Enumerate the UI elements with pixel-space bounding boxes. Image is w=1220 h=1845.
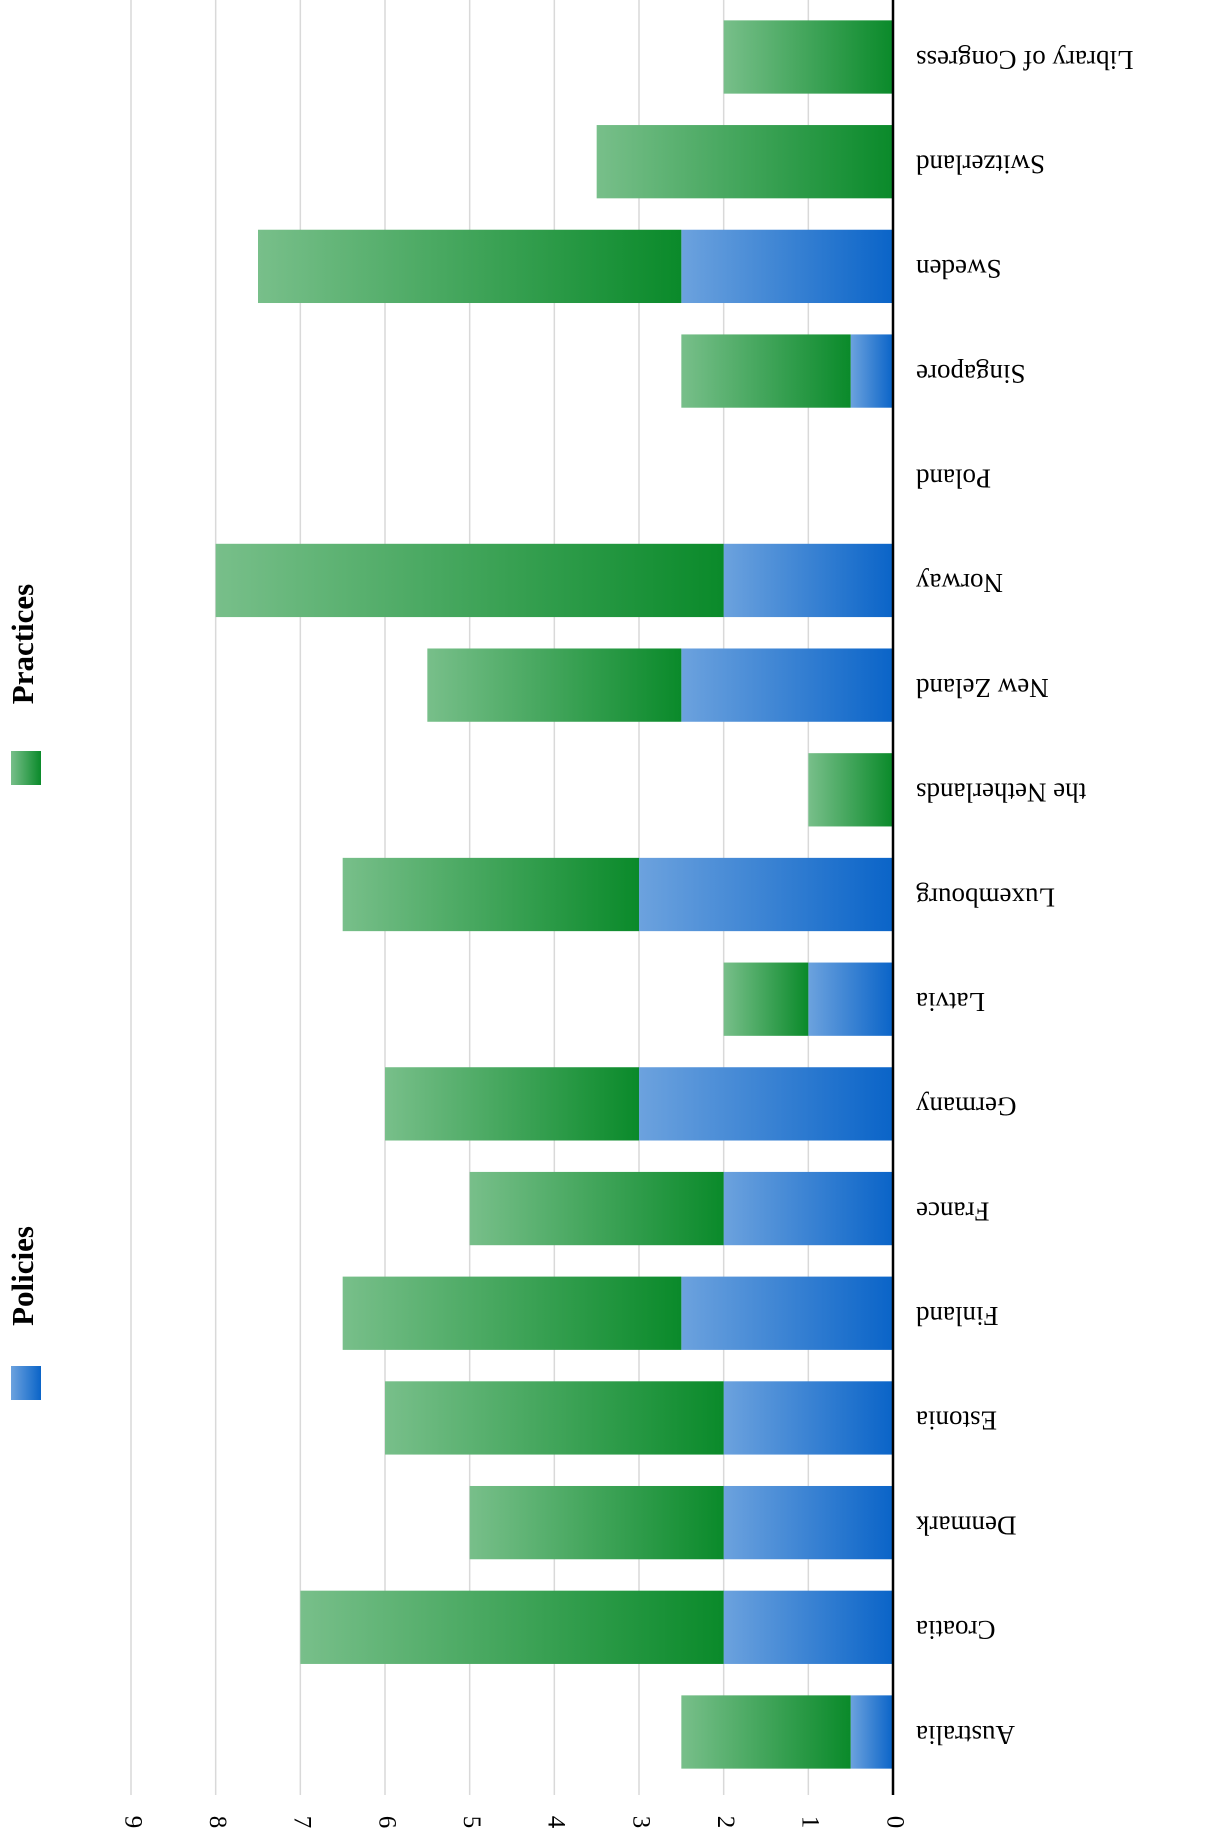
bar-segment — [723, 1381, 893, 1455]
bar-segment — [681, 229, 893, 304]
x-tick-label: Germany — [916, 1092, 1017, 1122]
legend-swatch — [11, 1366, 41, 1400]
bar-segment — [681, 648, 893, 722]
bar-segment — [639, 857, 893, 932]
legend-label: Policies — [5, 1226, 40, 1326]
legend-swatch — [11, 751, 41, 785]
bar-segment — [342, 857, 639, 932]
y-tick-label: 2 — [712, 1816, 739, 1829]
bar-segment — [723, 543, 893, 618]
bar-segment — [427, 648, 682, 722]
x-tick-label: Latvia — [916, 987, 985, 1017]
x-tick-label: Estonia — [916, 1406, 997, 1436]
x-tick-label: Sweden — [916, 254, 1002, 284]
bar-segment — [723, 20, 893, 94]
y-tick-label: 3 — [627, 1816, 654, 1829]
bar-segment — [723, 1485, 893, 1560]
bar-segment — [469, 1485, 724, 1560]
legend-label: Practices — [5, 584, 40, 704]
bar-segment — [723, 1171, 893, 1246]
x-tick-label: Australia — [916, 1720, 1015, 1750]
x-tick-label: the Netherlands — [916, 778, 1086, 808]
bar-segment — [723, 1590, 893, 1664]
bar-segment — [639, 1067, 893, 1141]
x-tick-label: Switzerland — [916, 149, 1045, 179]
bar-segment — [300, 1590, 724, 1664]
x-tick-label: Poland — [916, 464, 992, 494]
y-tick-label: 4 — [543, 1816, 570, 1829]
x-tick-label: Luxembourg — [916, 882, 1055, 912]
x-tick-label: Finland — [916, 1301, 999, 1331]
bar-segment — [723, 962, 809, 1036]
y-tick-label: 9 — [119, 1816, 146, 1829]
bar-segment — [681, 1276, 893, 1350]
bar-segment — [258, 229, 682, 304]
y-tick-label: 7 — [289, 1816, 316, 1829]
y-tick-label: 1 — [797, 1816, 824, 1829]
bar-segment — [850, 1695, 893, 1769]
y-tick-label: 0 — [881, 1816, 908, 1829]
bar-segment — [681, 334, 851, 408]
bar-segment — [342, 1276, 682, 1350]
bar-segment — [596, 125, 893, 199]
x-tick-label: Singapore — [916, 359, 1025, 389]
x-tick-label: Norway — [916, 568, 1003, 598]
bar-segment — [215, 543, 724, 618]
y-tick-label: 5 — [458, 1816, 485, 1829]
y-tick-label: 6 — [373, 1816, 400, 1829]
bar-segment — [808, 753, 893, 827]
y-tick-label: 8 — [204, 1816, 231, 1829]
bar-segment — [385, 1067, 639, 1141]
x-tick-label: Library of Congress — [916, 45, 1133, 75]
x-tick-label: Denmark — [916, 1510, 1017, 1540]
bar-segment — [681, 1695, 851, 1769]
x-tick-label: Croatia — [916, 1615, 995, 1645]
bar-segment — [385, 1381, 724, 1455]
bar-segment — [850, 334, 893, 408]
bar-segment — [808, 962, 893, 1036]
x-tick-label: New Zeland — [916, 673, 1049, 703]
x-tick-label: France — [916, 1196, 989, 1226]
bar-segment — [469, 1171, 724, 1246]
